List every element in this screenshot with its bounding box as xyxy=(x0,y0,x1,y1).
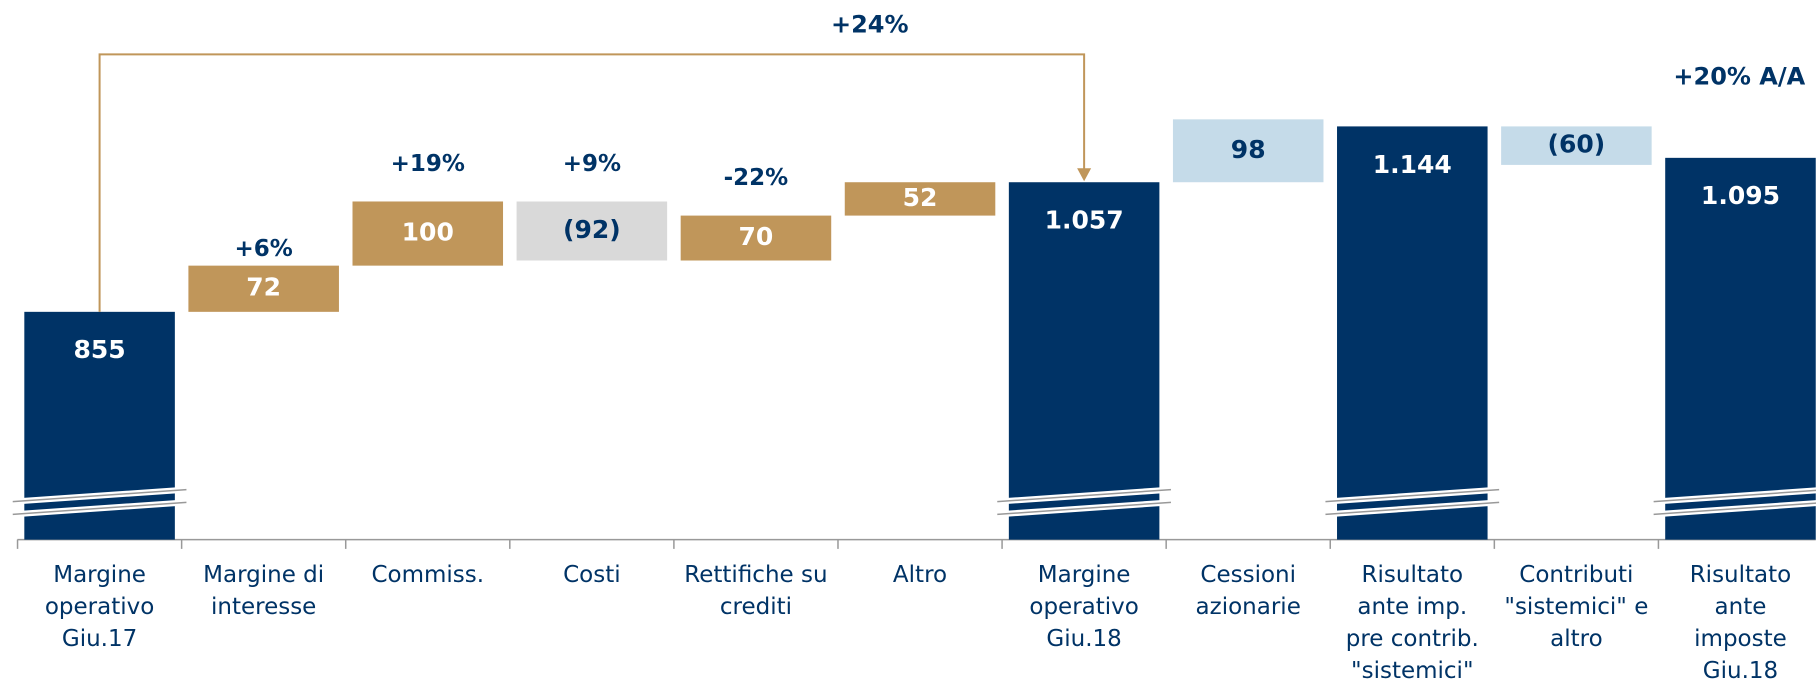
change-label: +9% xyxy=(563,151,621,177)
value-label: 1.144 xyxy=(1373,150,1452,179)
x-tick-label: Risultato ante imposte Giu.18 xyxy=(1689,562,1792,685)
x-tick-label: Cessioni azionarie xyxy=(1195,562,1301,621)
value-label: 98 xyxy=(1231,135,1266,164)
bar xyxy=(1501,126,1652,165)
x-tick-label: Margine operativo Giu.18 xyxy=(1029,562,1139,653)
axis-break xyxy=(1325,501,1500,516)
axis-break xyxy=(12,488,187,503)
value-label: (60) xyxy=(1548,130,1606,159)
bar xyxy=(352,201,504,266)
value-label: 72 xyxy=(246,273,281,302)
value-label: 70 xyxy=(739,222,774,251)
axis-break xyxy=(1653,489,1816,503)
value-label: 52 xyxy=(903,183,938,212)
value-label: 100 xyxy=(402,218,454,247)
x-tick-label: Risultato ante imp. pre contrib. "sistem… xyxy=(1345,562,1479,685)
x-tick-label: Altro xyxy=(892,562,948,589)
bar xyxy=(1008,182,1160,540)
value-label: (92) xyxy=(563,215,621,244)
value-label: 855 xyxy=(73,335,125,364)
x-tick-label: Margine operativo Giu.17 xyxy=(44,562,155,653)
bracket-arrow xyxy=(1077,168,1092,182)
bar xyxy=(680,215,832,261)
bar xyxy=(844,182,996,216)
value-label: 1.095 xyxy=(1701,181,1780,210)
bar xyxy=(188,265,339,312)
axis-break xyxy=(997,501,1172,516)
change-label: -22% xyxy=(724,165,789,191)
change-label: +19% xyxy=(391,151,465,177)
value-label: 1.057 xyxy=(1045,206,1124,235)
bracket-label: +24% xyxy=(831,10,909,38)
x-tick-label: Rettifiche su crediti xyxy=(684,562,828,621)
axis-break xyxy=(1653,502,1816,516)
axis-break xyxy=(997,488,1172,503)
bar xyxy=(1665,157,1816,540)
x-tick-label: Contributi "sistemici" e altro xyxy=(1504,562,1649,653)
bar xyxy=(1337,126,1488,540)
axis-break xyxy=(1325,488,1500,503)
bar xyxy=(1172,119,1324,183)
axis-break xyxy=(12,501,187,516)
x-tick-label: Commiss. xyxy=(371,562,485,589)
bar xyxy=(516,201,668,261)
x-tick-label: Margine di interesse xyxy=(203,562,325,621)
yoy-label: +20% A/A xyxy=(1673,63,1805,91)
bracket xyxy=(98,53,1086,312)
change-label: +6% xyxy=(235,236,293,262)
x-tick-label: Costi xyxy=(563,562,621,589)
